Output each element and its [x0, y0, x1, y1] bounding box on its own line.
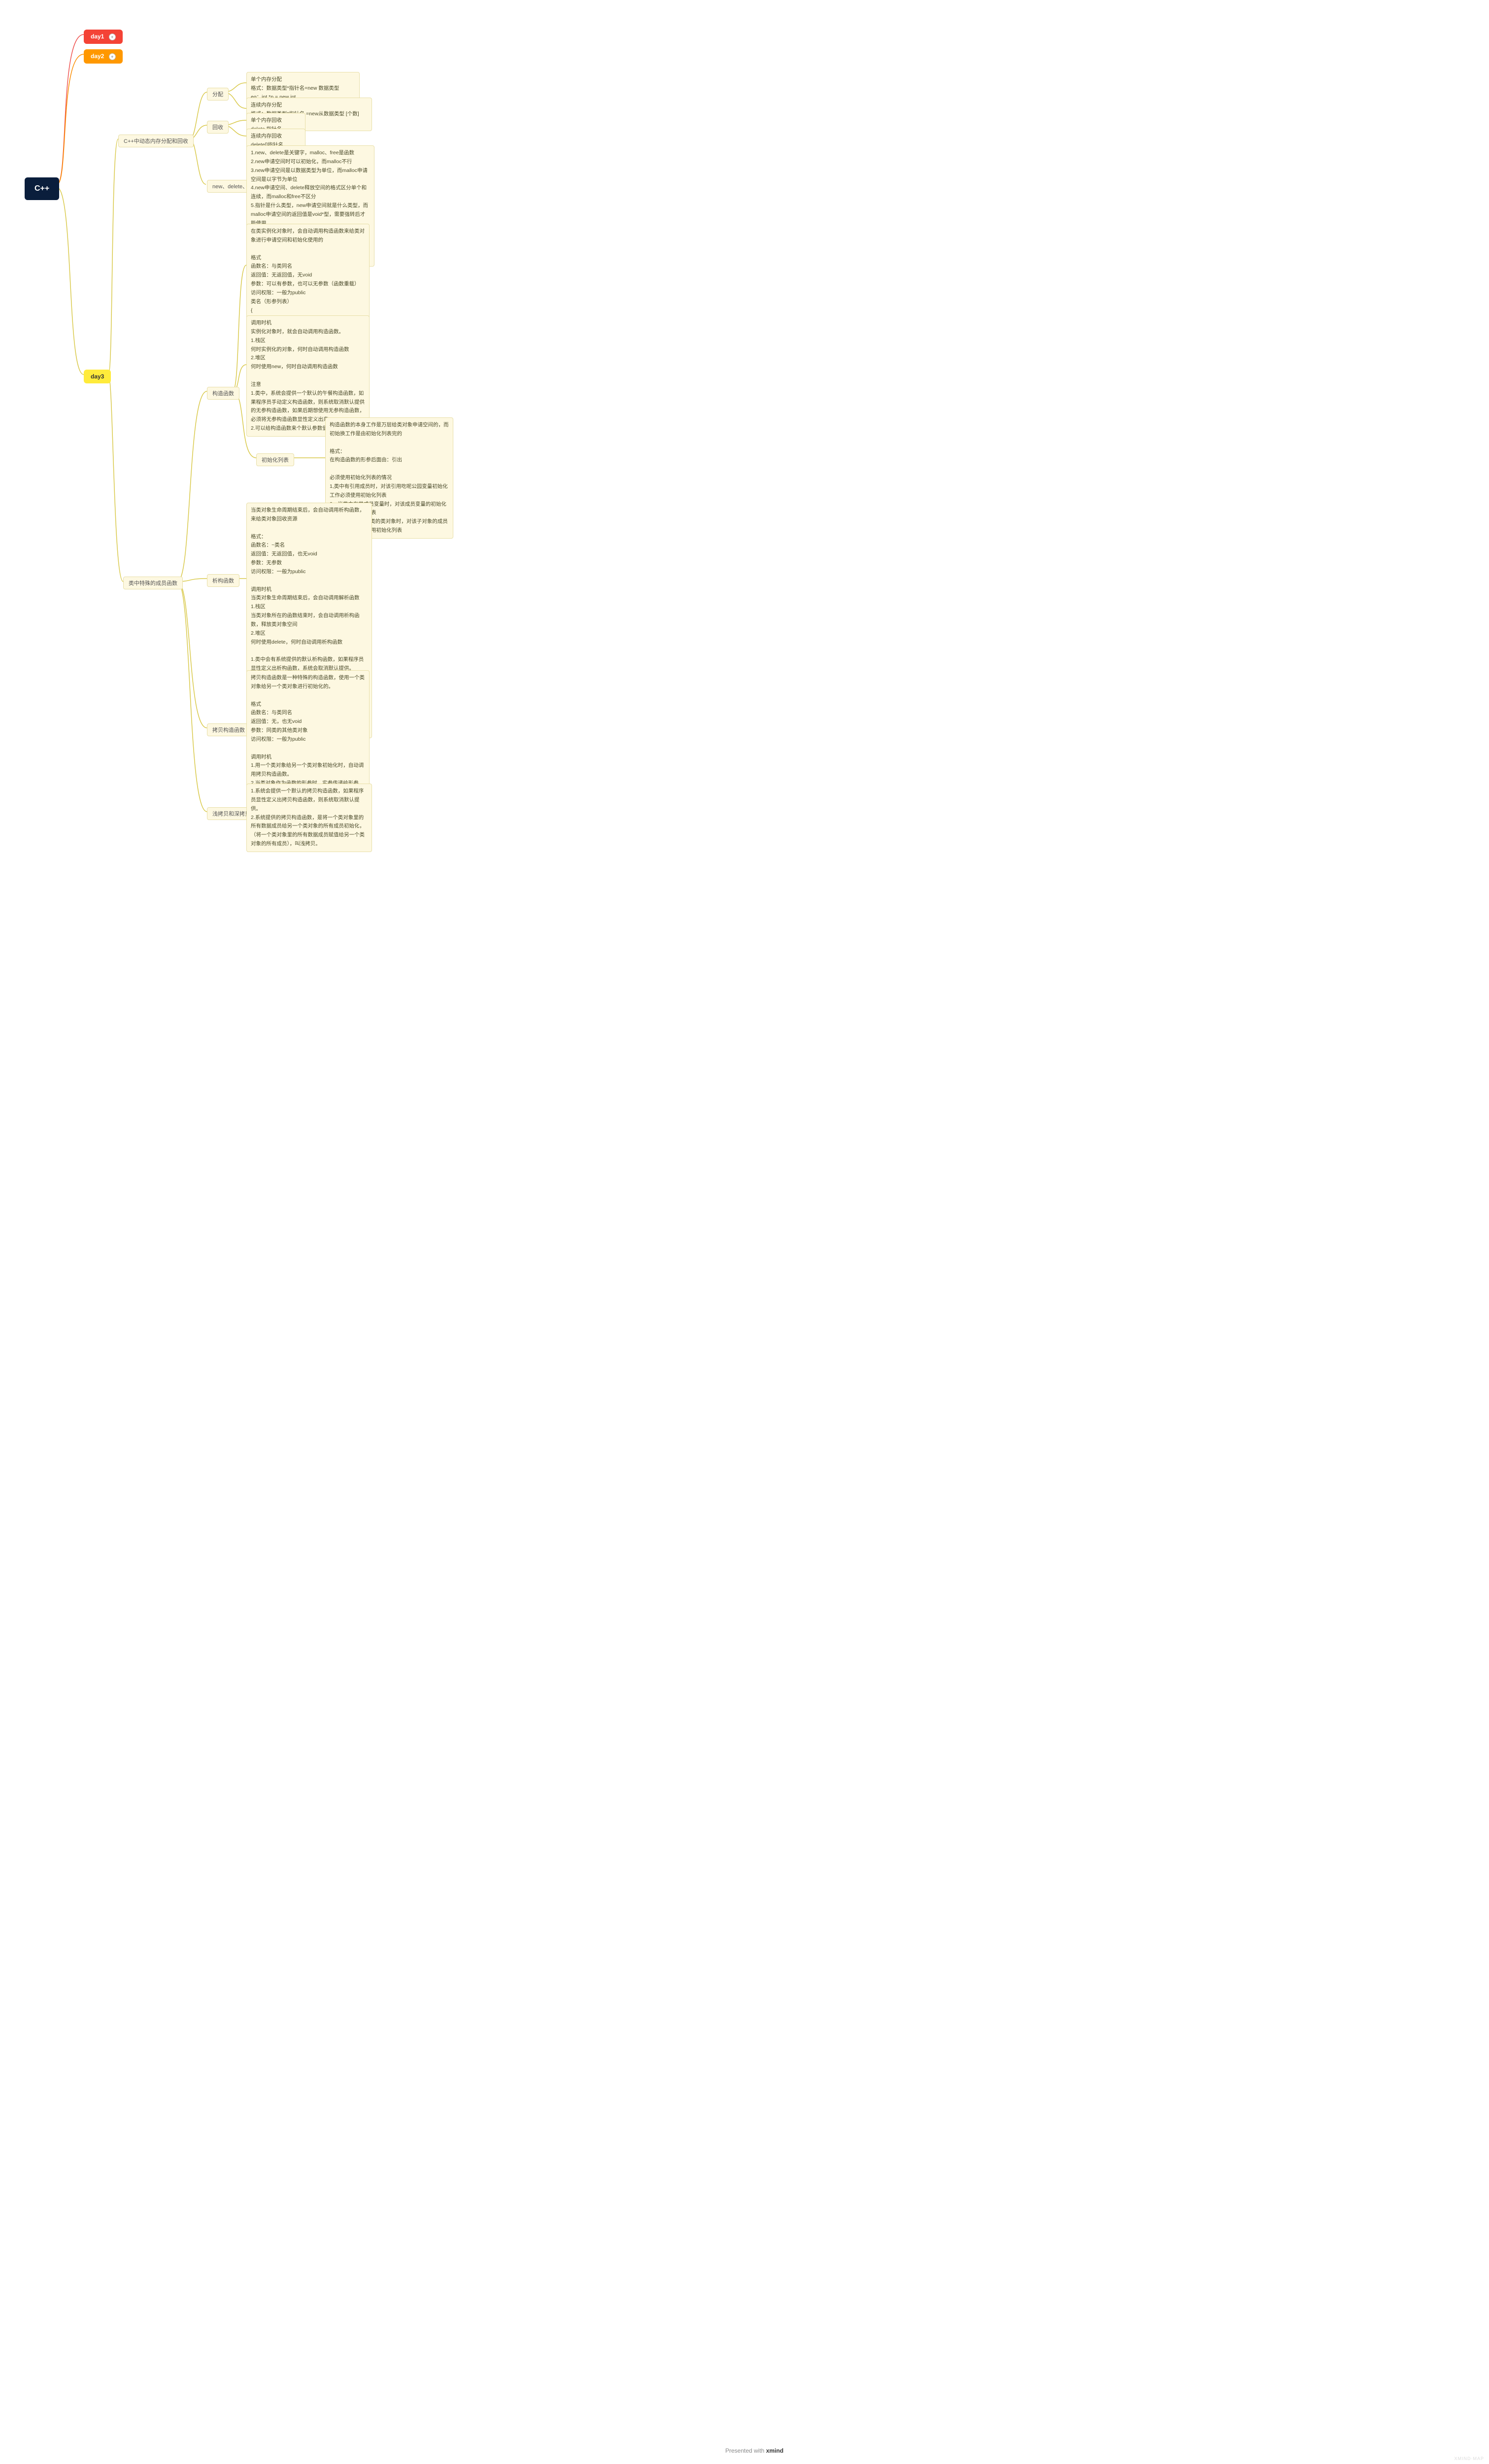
mindmap-canvas: C++ day1 + day2 + day3 C++中动态内存分配和回收 分配 … [10, 15, 1479, 862]
day3-node[interactable]: day3 [84, 370, 111, 383]
footer-text: Presented with xmind [10, 2447, 1489, 2454]
node-init[interactable]: 初始化列表 [256, 453, 294, 466]
node-special[interactable]: 类中特殊的成员函数 [123, 577, 183, 589]
day2-label: day2 [91, 53, 104, 60]
node-ctor[interactable]: 构造函数 [207, 387, 239, 400]
node-recyc[interactable]: 回收 [207, 121, 229, 134]
day2-node[interactable]: day2 + [84, 49, 123, 64]
collapse-icon[interactable]: + [109, 53, 116, 60]
node-mem[interactable]: C++中动态内存分配和回收 [118, 135, 194, 147]
root-node[interactable]: C++ [25, 177, 59, 200]
day1-node[interactable]: day1 + [84, 30, 123, 44]
node-copy[interactable]: 拷贝构造函数 [207, 723, 250, 736]
leaf-shallow1: 1.系统会提供一个默认的拷贝构造函数，如果程序员显性定义出拷贝构造函数，则系统取… [246, 784, 372, 852]
day1-label: day1 [91, 33, 104, 40]
collapse-icon[interactable]: + [109, 34, 116, 40]
node-dtor[interactable]: 析构函数 [207, 574, 239, 587]
watermark: XMIND·MAP [1455, 2456, 1485, 2461]
node-alloc[interactable]: 分配 [207, 88, 229, 101]
